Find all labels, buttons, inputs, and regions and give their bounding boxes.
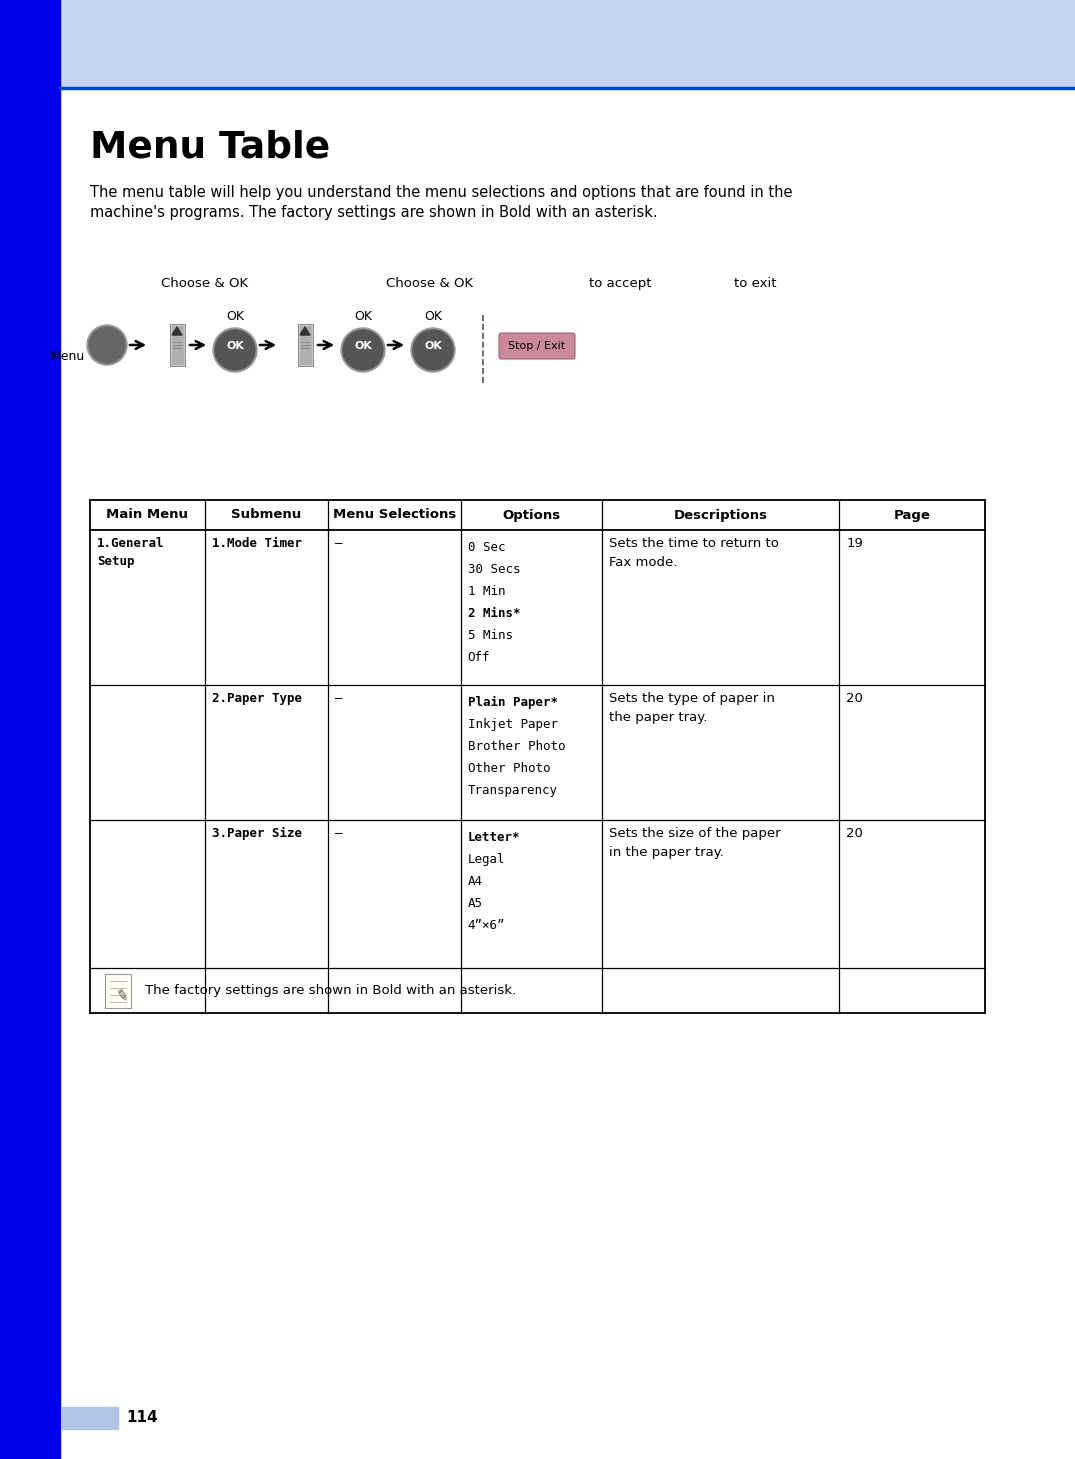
Text: Sets the time to return to
Fax mode.: Sets the time to return to Fax mode. (608, 537, 778, 569)
Text: to exit: to exit (734, 277, 776, 290)
Polygon shape (300, 327, 310, 336)
Ellipse shape (343, 330, 383, 371)
Text: —: — (335, 537, 343, 550)
Text: Menu: Menu (51, 350, 85, 363)
Text: —: — (335, 692, 343, 705)
Text: Choose & OK: Choose & OK (386, 277, 474, 290)
Bar (298, 324, 313, 366)
Text: Legal: Legal (468, 854, 505, 867)
Text: OK: OK (424, 309, 442, 322)
Text: Menu Table: Menu Table (90, 130, 330, 166)
Text: Descriptions: Descriptions (674, 509, 768, 521)
Text: 2.Paper Type: 2.Paper Type (212, 692, 302, 705)
Text: 1.General
Setup: 1.General Setup (97, 537, 164, 568)
FancyBboxPatch shape (499, 333, 575, 359)
Ellipse shape (411, 328, 455, 372)
Text: to accept: to accept (589, 277, 651, 290)
Text: Off: Off (468, 651, 490, 664)
Text: —: — (335, 827, 343, 840)
Text: 4”×6”: 4”×6” (468, 919, 505, 932)
Text: The menu table will help you understand the menu selections and options that are: The menu table will help you understand … (90, 185, 792, 200)
Text: 114: 114 (126, 1411, 158, 1425)
Bar (300, 325, 311, 363)
Text: 1.Mode Timer: 1.Mode Timer (212, 537, 302, 550)
Text: 1 Min: 1 Min (468, 585, 505, 598)
Text: Stop / Exit: Stop / Exit (508, 341, 565, 352)
Text: Page: Page (893, 509, 931, 521)
Polygon shape (172, 327, 182, 336)
Text: 30 Secs: 30 Secs (468, 563, 520, 576)
Text: Choose & OK: Choose & OK (161, 277, 248, 290)
Text: Options: Options (502, 509, 560, 521)
Text: Plain Paper*: Plain Paper* (468, 696, 558, 709)
Text: A4: A4 (468, 875, 483, 889)
Text: Main Menu: Main Menu (106, 509, 188, 521)
Text: Submenu: Submenu (231, 509, 301, 521)
Text: Other Photo: Other Photo (468, 762, 550, 775)
Bar (0, 0, 1075, 88)
Ellipse shape (87, 325, 127, 365)
Ellipse shape (89, 327, 125, 363)
Text: ✎: ✎ (114, 988, 130, 1005)
Text: Brother Photo: Brother Photo (468, 740, 565, 753)
Text: OK: OK (354, 341, 372, 352)
Text: 2 Mins*: 2 Mins* (468, 607, 520, 620)
Text: The factory settings are shown in Bold with an asterisk.: The factory settings are shown in Bold w… (145, 983, 516, 996)
Text: machine's programs. The factory settings are shown in Bold with an asterisk.: machine's programs. The factory settings… (90, 206, 658, 220)
Bar (105, 973, 131, 1008)
Text: Inkjet Paper: Inkjet Paper (468, 718, 558, 731)
Text: OK: OK (226, 341, 244, 352)
Text: Letter*: Letter* (468, 832, 520, 843)
Ellipse shape (413, 330, 453, 371)
Ellipse shape (215, 330, 255, 371)
Text: Menu Selections: Menu Selections (332, 509, 456, 521)
Bar (62, 1406, 118, 1428)
Text: Transparency: Transparency (468, 783, 558, 797)
Bar (0, 0, 60, 1459)
Text: 0 Sec: 0 Sec (468, 541, 505, 554)
Text: A5: A5 (468, 897, 483, 910)
Text: 20: 20 (846, 692, 863, 705)
Text: 3.Paper Size: 3.Paper Size (212, 827, 302, 840)
Text: OK: OK (226, 309, 244, 322)
Bar (170, 324, 185, 366)
Text: Sets the type of paper in
the paper tray.: Sets the type of paper in the paper tray… (608, 692, 775, 724)
Text: OK: OK (354, 309, 372, 322)
Text: Sets the size of the paper
in the paper tray.: Sets the size of the paper in the paper … (608, 827, 780, 859)
Bar (172, 325, 183, 363)
Text: 19: 19 (846, 537, 863, 550)
Ellipse shape (213, 328, 257, 372)
Ellipse shape (341, 328, 385, 372)
Text: 20: 20 (846, 827, 863, 840)
Text: OK: OK (424, 341, 442, 352)
Text: 5 Mins: 5 Mins (468, 629, 513, 642)
